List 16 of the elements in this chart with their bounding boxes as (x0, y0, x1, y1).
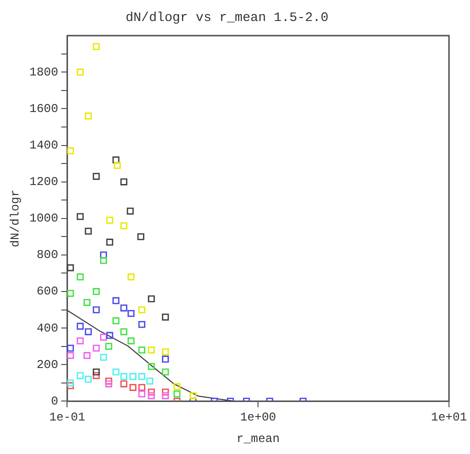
chart-title: dN/dlogr vs r_mean 1.5-2.0 (126, 10, 328, 26)
y-tick-label: 400 (36, 321, 58, 336)
x-tick-label: 1e+00 (240, 410, 276, 425)
x-axis-title: r_mean (236, 432, 280, 446)
y-axis-title: dN/dlogr (8, 190, 22, 248)
y-tick-label: 1800 (29, 65, 58, 80)
y-tick-label: 1400 (29, 138, 58, 152)
y-tick-label: 200 (36, 358, 58, 372)
y-tick-label: 1000 (29, 212, 58, 226)
y-tick-label: 0 (51, 394, 58, 408)
x-tick-label: 1e+01 (430, 410, 468, 425)
y-tick-label: 800 (36, 248, 58, 262)
y-tick-label: 1200 (29, 175, 58, 190)
y-tick-label: 1600 (29, 102, 58, 116)
x-tick-label: 1e-01 (49, 410, 86, 425)
y-tick-label: 600 (36, 284, 58, 299)
